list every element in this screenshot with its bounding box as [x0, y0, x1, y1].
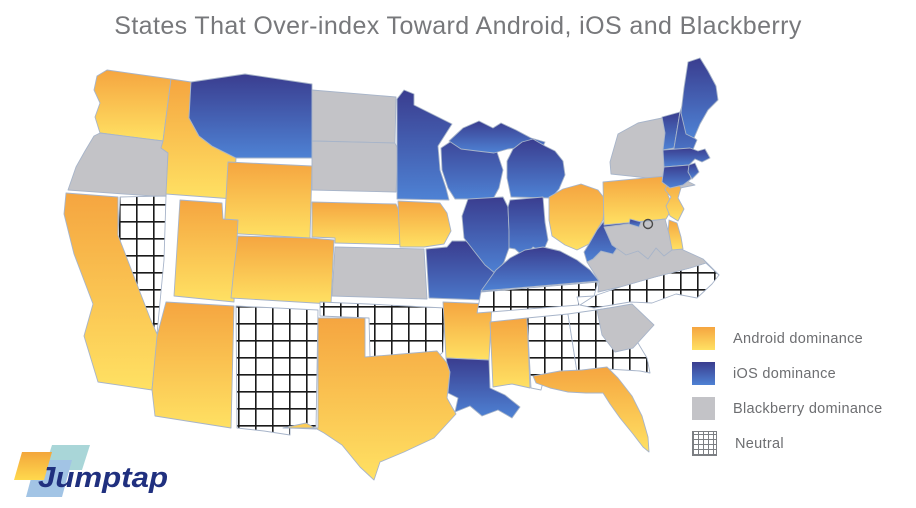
state-ND	[311, 89, 397, 144]
state-IA	[397, 200, 452, 248]
state-NV	[117, 195, 167, 335]
state-DC	[628, 218, 642, 228]
legend-item-blackberry: Blackberry dominance	[692, 397, 882, 420]
legend: Android dominance iOS dominance Blackber…	[692, 327, 882, 467]
dc-annotation-circle	[642, 218, 654, 230]
ios-dominance-swatch	[692, 362, 715, 385]
state-LA	[445, 357, 521, 419]
state-WA	[93, 69, 172, 142]
blackberry-dominance-swatch	[692, 397, 715, 420]
state-KY	[480, 246, 600, 292]
legend-label-neutral: Neutral	[735, 435, 784, 452]
state-MA	[662, 147, 711, 168]
state-MD	[603, 218, 673, 260]
legend-item-android: Android dominance	[692, 327, 882, 350]
state-AZ	[151, 301, 235, 429]
legend-label-ios: iOS dominance	[733, 365, 837, 382]
legend-item-neutral: Neutral	[692, 431, 882, 456]
state-NE	[311, 201, 414, 246]
chart-title: States That Over-index Toward Android, i…	[114, 12, 802, 40]
state-MS	[489, 317, 531, 389]
state-SC	[596, 303, 655, 353]
state-KS	[331, 246, 428, 300]
state-OR	[67, 132, 169, 198]
state-MN	[396, 89, 453, 201]
legend-label-blackberry: Blackberry dominance	[733, 400, 883, 417]
android-dominance-swatch	[692, 327, 715, 350]
state-TN	[476, 281, 599, 314]
state-MT	[188, 73, 313, 159]
legend-label-android: Android dominance	[733, 330, 864, 347]
logo-shape-yellow	[14, 452, 52, 480]
jumptap-logo: Jumptap	[14, 445, 168, 497]
state-FL	[532, 366, 650, 453]
state-UT	[173, 199, 239, 303]
state-SD	[311, 140, 399, 193]
state-TX	[282, 317, 457, 481]
state-RI	[687, 162, 700, 180]
state-PA	[602, 175, 674, 226]
logo-text: Jumptap	[38, 462, 168, 494]
legend-item-ios: iOS dominance	[692, 362, 882, 385]
state-CA	[63, 192, 159, 391]
state-CO	[230, 235, 335, 305]
state-MI	[506, 138, 566, 199]
neutral-swatch	[692, 431, 717, 456]
state-NM	[235, 305, 319, 436]
state-ME	[680, 57, 719, 139]
